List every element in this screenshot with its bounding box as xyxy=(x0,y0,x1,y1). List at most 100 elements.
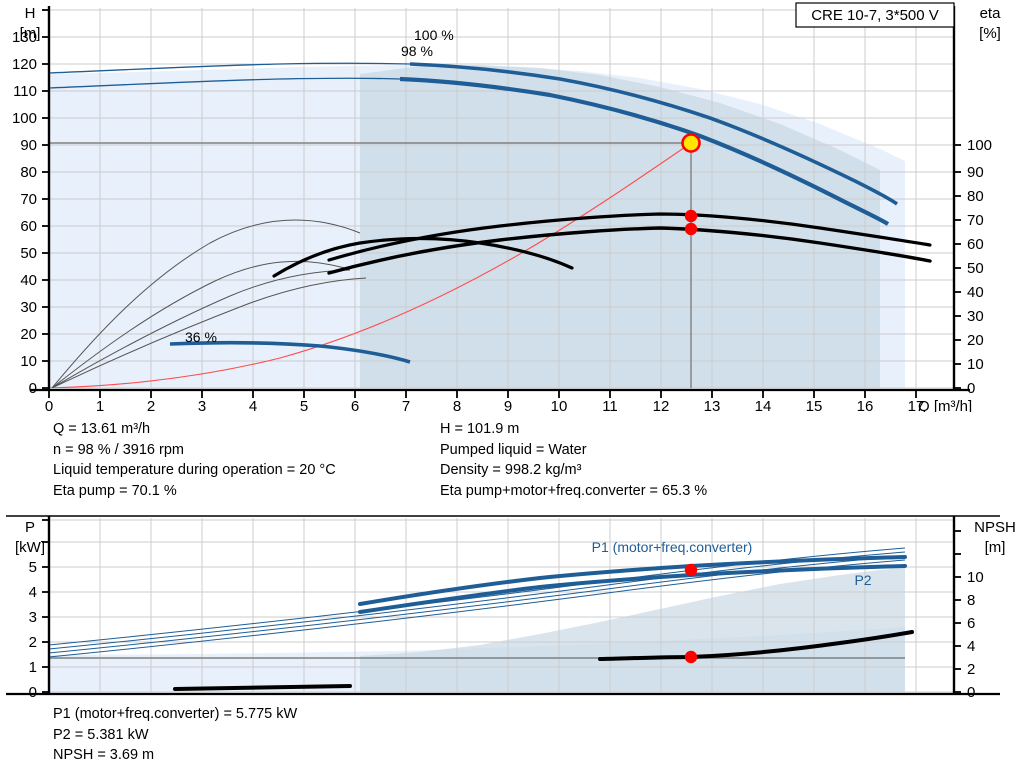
svg-text:15: 15 xyxy=(806,398,823,412)
svg-text:70: 70 xyxy=(20,191,37,208)
svg-text:3: 3 xyxy=(198,398,206,412)
p2-curve-label: P2 xyxy=(854,572,871,588)
svg-text:11: 11 xyxy=(602,398,618,412)
power-curves xyxy=(358,555,907,614)
right-axis-ticks-bottom xyxy=(954,530,961,693)
speed-100-label: 100 % xyxy=(414,27,454,43)
title-box: CRE 10-7, 3*500 V xyxy=(795,2,955,28)
svg-text:0: 0 xyxy=(29,380,37,397)
svg-text:0: 0 xyxy=(967,684,975,701)
svg-text:9: 9 xyxy=(504,398,512,412)
npsh-axis-unit: [m] xyxy=(985,539,1006,556)
x-axis-ticks xyxy=(48,390,917,398)
speed-36-label: 36 % xyxy=(185,329,217,345)
svg-text:50: 50 xyxy=(967,260,984,277)
operating-point-markers-bottom[interactable] xyxy=(684,563,698,664)
eta-total-marker[interactable] xyxy=(684,222,698,236)
x-axis-tick-labels: 0 1 2 3 4 5 6 7 8 9 10 11 12 13 14 15 16… xyxy=(45,398,925,412)
head-curves xyxy=(49,62,899,364)
svg-text:90: 90 xyxy=(967,164,984,181)
svg-text:13: 13 xyxy=(704,398,721,412)
svg-text:0: 0 xyxy=(45,398,53,412)
svg-text:2: 2 xyxy=(967,661,975,678)
svg-text:50: 50 xyxy=(20,245,37,262)
duty-info-left: Q = 13.61 m³/h n = 98 % / 3916 rpm Liqui… xyxy=(53,419,336,501)
svg-text:6: 6 xyxy=(351,398,359,412)
svg-text:90: 90 xyxy=(20,137,37,154)
info-eta-total: Eta pump+motor+freq.converter = 65.3 % xyxy=(440,482,708,499)
duty-point-marker[interactable] xyxy=(681,133,701,153)
svg-text:100: 100 xyxy=(967,137,992,154)
svg-text:60: 60 xyxy=(20,218,37,235)
svg-text:20: 20 xyxy=(967,332,984,349)
npsh-marker[interactable] xyxy=(684,650,698,664)
left-axis-tick-labels-bottom: 0 1 2 3 4 5 xyxy=(29,559,37,701)
power-axis-title: P xyxy=(25,519,35,536)
head-efficiency-chart: 0 10 20 30 40 50 60 70 80 90 100 110 120… xyxy=(11,2,1002,412)
duty-info-right: H = 101.9 m Pumped liquid = Water Densit… xyxy=(440,419,707,501)
svg-text:10: 10 xyxy=(967,569,984,586)
p2-curve xyxy=(358,564,907,614)
info-npsh: NPSH = 3.69 m xyxy=(53,747,155,763)
svg-text:130: 130 xyxy=(12,29,37,46)
npsh-axis-title: NPSH xyxy=(974,519,1016,536)
info-pumped-liquid: Pumped liquid = Water xyxy=(440,441,587,458)
operating-range-bands-bottom xyxy=(49,568,905,692)
svg-text:1: 1 xyxy=(29,659,37,676)
head-100-thin-left xyxy=(49,62,411,74)
svg-text:80: 80 xyxy=(967,188,984,205)
head-100-curve xyxy=(409,62,899,206)
system-curve xyxy=(49,142,692,388)
svg-text:30: 30 xyxy=(967,308,984,325)
info-flow: Q = 13.61 m³/h xyxy=(53,421,151,437)
eta-curves xyxy=(272,212,932,278)
head-axis-title: H xyxy=(25,5,36,22)
info-p2: P2 = 5.381 kW xyxy=(53,726,149,743)
svg-text:2: 2 xyxy=(147,398,155,412)
p1-marker[interactable] xyxy=(684,563,698,577)
svg-text:40: 40 xyxy=(20,272,37,289)
svg-text:5: 5 xyxy=(300,398,308,412)
pump-model-label: CRE 10-7, 3*500 V xyxy=(811,7,939,24)
operating-point-markers[interactable] xyxy=(681,133,701,236)
power-npsh-chart: 0 1 2 3 4 5 0 2 4 6 8 10 P [kW] NPSH [m]… xyxy=(0,512,1024,702)
svg-text:7: 7 xyxy=(402,398,410,412)
axes-bottom xyxy=(6,515,1000,696)
eta-total-curve xyxy=(327,226,932,275)
svg-text:4: 4 xyxy=(967,638,975,655)
info-liquid-temperature: Liquid temperature during operation = 20… xyxy=(53,462,336,478)
grid-lines xyxy=(48,8,954,389)
svg-text:120: 120 xyxy=(12,56,37,73)
svg-text:1: 1 xyxy=(96,398,104,412)
npsh-curve xyxy=(598,630,914,661)
svg-text:40: 40 xyxy=(967,284,984,301)
svg-text:80: 80 xyxy=(20,164,37,181)
left-axis-tick-labels: 0 10 20 30 40 50 60 70 80 90 100 110 120… xyxy=(12,29,37,397)
svg-text:3: 3 xyxy=(29,609,37,626)
p1-curve-label: P1 (motor+freq.converter) xyxy=(592,539,753,555)
info-density: Density = 998.2 kg/m³ xyxy=(440,462,582,478)
svg-text:10: 10 xyxy=(20,353,37,370)
svg-text:8: 8 xyxy=(967,592,975,609)
eta-pump-marker[interactable] xyxy=(684,209,698,223)
svg-text:100: 100 xyxy=(12,110,37,127)
power-info: P1 (motor+freq.converter) = 5.775 kW P2 … xyxy=(53,704,297,766)
speed-98-label: 98 % xyxy=(401,43,433,59)
band-recommended-range-bottom xyxy=(360,568,905,692)
info-speed: n = 98 % / 3916 rpm xyxy=(53,441,184,458)
svg-text:6: 6 xyxy=(967,615,975,632)
head-36-curve xyxy=(169,340,411,364)
head-axis-unit: [m] xyxy=(20,25,41,42)
svg-text:12: 12 xyxy=(653,398,670,412)
svg-text:0: 0 xyxy=(967,380,975,397)
svg-text:0: 0 xyxy=(29,684,37,701)
svg-text:110: 110 xyxy=(13,83,37,100)
p1-curve xyxy=(358,555,907,606)
right-axis-tick-labels: 0 10 20 30 40 50 60 70 80 90 100 xyxy=(967,137,992,397)
npsh-reduced-curve xyxy=(173,684,352,691)
head-98-curve xyxy=(399,76,890,226)
svg-text:30: 30 xyxy=(20,299,37,316)
svg-text:17: 17 xyxy=(908,398,925,412)
npsh-curves xyxy=(173,630,914,691)
flow-axis-title: Q [m³/h] xyxy=(918,398,972,412)
